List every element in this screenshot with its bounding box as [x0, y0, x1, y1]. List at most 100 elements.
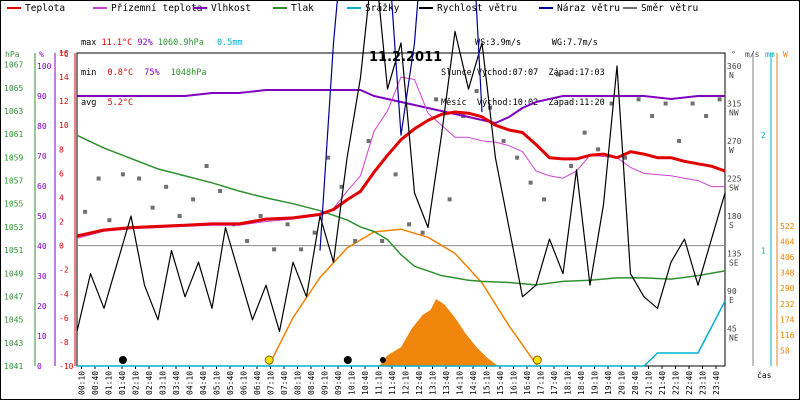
pressure-tick: 1055	[4, 200, 23, 209]
x-tick-label: 21:10	[645, 371, 654, 395]
x-tick-label: 20:10	[618, 371, 627, 395]
x-tick-label: 05:40	[226, 371, 235, 395]
solar-tick: 58	[780, 346, 790, 355]
humidity-tick: 90	[37, 92, 47, 101]
humidity-tick: 100	[37, 62, 52, 71]
wind-direction-point	[177, 214, 182, 218]
x-tick-label: 01:10	[105, 371, 114, 395]
wind-direction-point	[164, 184, 169, 189]
pressure-tick: 1065	[4, 84, 23, 93]
wind-direction-point	[542, 197, 547, 202]
legend-srazky: Srážky	[347, 3, 399, 14]
temperature-tick: -4	[59, 290, 69, 299]
temperature-tick: -6	[59, 314, 69, 323]
legend-tlak: Tlak	[273, 3, 314, 14]
solar-measured-area	[379, 299, 499, 366]
x-tick-label: 07:10	[267, 371, 276, 395]
x-tick-label: 04:10	[186, 371, 195, 395]
wind-direction-point	[582, 130, 587, 135]
direction-label: E	[729, 296, 734, 305]
direction-tick: 90	[727, 287, 737, 296]
direction-label: NW	[729, 109, 739, 118]
legend-smer-label: Směr větru	[641, 3, 699, 14]
sun-row: Slunce Východ:07:07 Západ:17:03	[441, 68, 605, 78]
x-tick-label: 07:40	[280, 371, 289, 395]
direction-tick: 315	[727, 100, 742, 109]
legend-srazky-label: Srážky	[365, 3, 400, 14]
wind-tick: 1	[761, 247, 766, 256]
x-tick-label: 13:10	[429, 371, 438, 395]
stats-min-row: min 0.8°C 75% 1048hPa	[81, 68, 207, 78]
wind-stats-row: WS:3.9m/s WG:7.7m/s	[475, 38, 598, 48]
pressure-tick: 1043	[4, 339, 23, 348]
wind-direction-point	[609, 101, 614, 106]
wind-direction-point	[326, 155, 331, 160]
x-tick-label: 23:10	[699, 371, 708, 395]
humidity-tick: 80	[37, 122, 47, 131]
humidity-tick: 60	[37, 182, 47, 191]
wind-direction-point	[137, 176, 142, 181]
wind-direction-point	[447, 197, 452, 202]
x-tick-label: 09:40	[334, 371, 343, 395]
wind-direction-point	[420, 230, 425, 235]
stats-max-row: max 11.1°C 92% 1060.9hPa 0.5mm	[81, 38, 243, 48]
humidity-tick: 40	[37, 242, 47, 251]
wind-direction-point	[501, 139, 506, 143]
plot-frame	[76, 52, 726, 367]
temperature-tick: 0	[59, 242, 64, 251]
pressure-tick: 1061	[4, 130, 23, 139]
humidity-tick: 0	[37, 362, 42, 371]
moonset-marker	[379, 357, 386, 363]
direction-label: S	[729, 221, 734, 230]
wind-direction-point	[96, 176, 101, 181]
x-tick-label: 19:10	[591, 371, 600, 395]
x-tick-label: 10:10	[348, 371, 357, 395]
x-tick-label: 10:40	[361, 371, 370, 395]
wind-unit: m/s	[745, 50, 760, 59]
x-tick-label: 12:10	[402, 371, 411, 395]
humidity-tick: 20	[37, 302, 47, 311]
wind-direction-point	[120, 172, 125, 177]
humidity-line	[77, 89, 725, 124]
solar-tick: 174	[780, 315, 795, 324]
direction-tick: 270	[727, 137, 742, 146]
wind-direction-point	[515, 155, 520, 160]
x-tick-label: 14:40	[469, 371, 478, 395]
wind-tick: 2	[761, 131, 766, 140]
wind-speed-line	[76, 1, 726, 332]
x-tick-label: 04:40	[199, 371, 208, 395]
temperature-tick: 12	[59, 97, 69, 106]
temperature-tick: 14	[59, 73, 69, 82]
wind-direction-point	[677, 139, 682, 143]
x-tick-label: 18:10	[564, 371, 573, 395]
x-tick-label: 08:40	[307, 371, 316, 395]
rain-unit: mm	[765, 50, 775, 59]
x-tick-label: 00:40	[91, 371, 100, 395]
wind-direction-point	[272, 247, 277, 252]
wind-direction-point	[312, 230, 317, 235]
x-tick-label: 06:10	[240, 371, 249, 395]
x-tick-label: 17:40	[550, 371, 559, 395]
solar-tick: 348	[780, 269, 795, 278]
humidity-unit: %	[39, 50, 44, 59]
moon-marker-1	[118, 356, 127, 364]
wind-direction-point	[528, 180, 533, 185]
wind-direction-point	[434, 97, 439, 102]
pressure-tick: 1067	[4, 61, 23, 70]
wind-direction-point	[339, 184, 344, 189]
legend-teplota: Teplota	[7, 3, 65, 14]
humidity-tick: 70	[37, 152, 47, 161]
legend-smer: Směr větru	[623, 3, 698, 14]
temperature-tick: -2	[59, 266, 69, 275]
wind-direction-point	[218, 189, 223, 193]
ground-temp-line	[76, 76, 725, 239]
wind-direction-point	[150, 205, 155, 210]
legend-vlhkost-label: Vlhkost	[211, 3, 252, 14]
wind-direction-point	[285, 222, 290, 227]
temperature-tick: 16	[59, 49, 69, 58]
sunset-marker	[532, 355, 542, 365]
wind-direction-point	[690, 101, 695, 106]
x-tick-label: 08:10	[294, 371, 303, 395]
x-tick-label: 20:40	[631, 371, 640, 395]
